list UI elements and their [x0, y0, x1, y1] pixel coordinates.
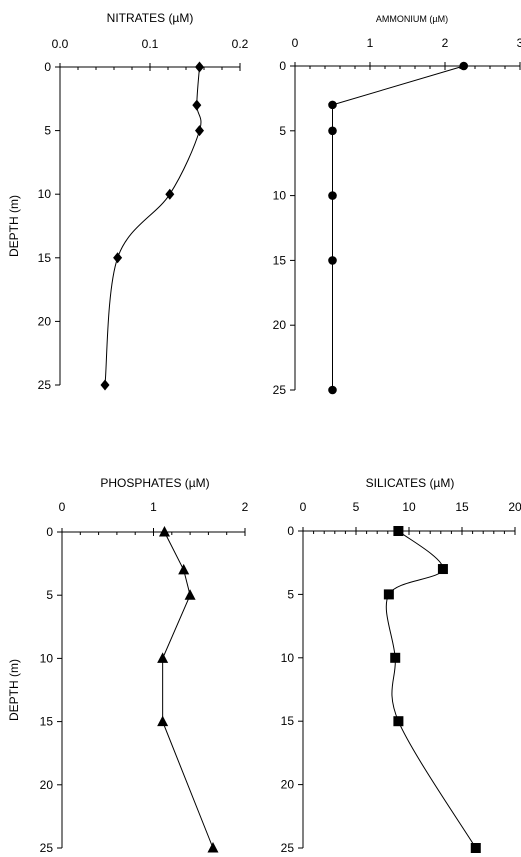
y-tick-label-3: 15: [40, 715, 54, 729]
series-line-0: [332, 65, 464, 390]
y-axis-label: DEPTH (m): [7, 195, 21, 257]
y-tick-label-3: 15: [273, 253, 287, 267]
data-point-1: [328, 100, 337, 110]
data-point-5: [207, 842, 219, 853]
chart-title-0: NITRATES (µM): [107, 11, 194, 25]
y-tick-label-5: 25: [281, 841, 295, 855]
y-tick-label-1: 5: [46, 588, 53, 602]
data-point-5: [328, 385, 337, 395]
y-tick-label-4: 20: [273, 318, 287, 332]
data-point-1: [437, 564, 448, 575]
data-point-0: [393, 526, 404, 536]
x-tick-label-3: 15: [455, 500, 469, 514]
x-tick-label-1: 0.1: [142, 37, 159, 51]
chart-title-3: SILICATES (µM): [366, 476, 455, 490]
series-line-0: [104, 66, 202, 386]
y-tick-label-4: 20: [38, 314, 52, 328]
x-tick-label-2: 2: [442, 36, 449, 50]
data-point-0: [158, 526, 170, 537]
data-point-0: [459, 61, 469, 71]
x-tick-label-2: 2: [242, 500, 249, 514]
chart-panel-1: AMMONIUM (µM) 0 1 2 3 0 5 10 15 20 25: [273, 14, 521, 397]
data-point-2: [195, 125, 204, 137]
x-tick-label-4: 20: [508, 500, 521, 514]
chart-panel-0: NITRATES (µM) 0.0 0.1 0.2 0 5 10 15 20 25 DEPTH (m…: [7, 11, 249, 392]
data-point-1: [192, 99, 202, 111]
x-tick-label-0: 0.0: [52, 37, 69, 51]
y-axis-label: DEPTH (m): [7, 659, 21, 721]
y-tick-label-0: 0: [287, 524, 294, 538]
y-tick-label-0: 0: [279, 59, 286, 73]
x-tick-label-0: 0: [59, 500, 66, 514]
series-line-0: [162, 531, 214, 849]
x-tick-label-0: 0: [300, 500, 307, 514]
data-point-2: [328, 126, 337, 136]
y-tick-label-2: 10: [40, 651, 54, 665]
x-tick-label-2: 10: [402, 500, 416, 514]
series-line-0: [385, 530, 477, 849]
data-point-4: [393, 716, 404, 727]
data-point-0: [195, 61, 204, 73]
data-point-3: [328, 191, 337, 200]
y-tick-label-2: 10: [281, 651, 295, 665]
data-point-3: [157, 652, 169, 663]
x-tick-label-1: 1: [367, 36, 374, 50]
y-tick-label-5: 25: [38, 378, 52, 392]
data-point-4: [157, 715, 169, 727]
data-point-2: [184, 589, 196, 600]
x-tick-label-1: 5: [353, 500, 360, 514]
data-point-4: [113, 252, 123, 264]
y-tick-label-2: 10: [38, 187, 52, 201]
data-point-4: [328, 256, 337, 265]
y-tick-label-1: 5: [44, 124, 51, 138]
y-tick-label-2: 10: [273, 189, 287, 203]
chart-panel-3: SILICATES (µM) 0 5 10 15 20 0 5 10 15 20 25: [281, 476, 521, 855]
y-tick-label-4: 20: [281, 778, 295, 792]
y-tick-label-1: 5: [287, 587, 294, 601]
data-point-5: [470, 843, 481, 853]
y-tick-label-0: 0: [46, 525, 53, 539]
x-tick-label-0: 0: [292, 36, 299, 50]
y-tick-label-4: 20: [40, 778, 54, 792]
data-point-5: [100, 379, 110, 391]
y-tick-label-3: 15: [38, 251, 52, 265]
x-tick-label-1: 1: [150, 500, 157, 514]
x-tick-label-3: 3: [517, 36, 521, 50]
data-point-1: [178, 563, 190, 575]
y-tick-label-0: 0: [44, 60, 51, 74]
y-tick-label-5: 25: [40, 841, 54, 855]
data-point-3: [390, 652, 401, 663]
x-tick-label-2: 0.2: [232, 37, 249, 51]
data-point-3: [165, 188, 175, 200]
y-tick-label-5: 25: [273, 383, 287, 397]
chart-title-2: PHOSPHATES (µM): [100, 476, 209, 490]
chart-title-1: AMMONIUM (µM): [376, 14, 448, 24]
y-tick-label-1: 5: [279, 124, 286, 138]
data-point-2: [383, 589, 394, 600]
y-tick-label-3: 15: [281, 714, 295, 728]
